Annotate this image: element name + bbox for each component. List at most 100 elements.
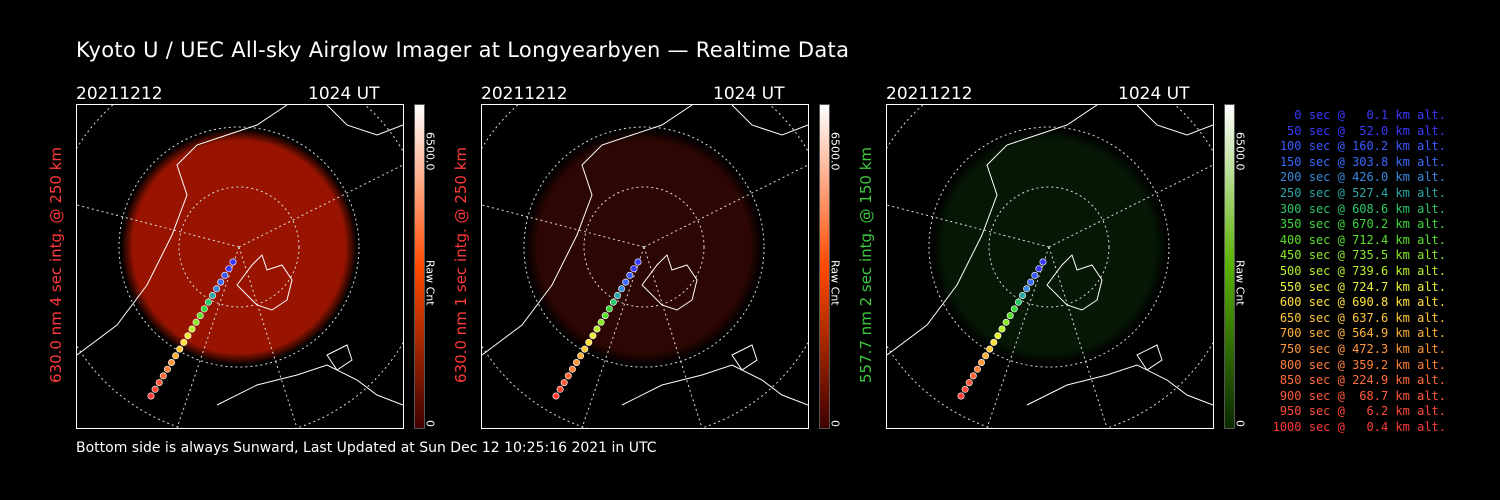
trajectory-point: [634, 258, 642, 266]
coastline: [326, 105, 403, 136]
coastline: [641, 254, 698, 311]
wavelength-label: 630.0 nm 4 sec intg. @ 250 km: [47, 146, 65, 384]
coastline: [1136, 105, 1213, 136]
colorbar-unit: Raw Cnt: [1233, 260, 1247, 306]
trajectory-point: [200, 305, 208, 313]
trajectory-point: [630, 265, 638, 273]
trajectory-point: [1039, 258, 1047, 266]
trajectory-point: [568, 365, 576, 373]
legend-row: 0 sec @ 0.1 km alt.: [1294, 108, 1446, 122]
trajectory-point: [564, 372, 572, 380]
panel-time: 1024 UT: [713, 84, 785, 104]
trajectory-point: [965, 379, 973, 387]
colorbar-max: 6500.0: [423, 132, 437, 171]
colorbar-min: 0: [423, 420, 437, 427]
trajectory-point: [1014, 298, 1022, 306]
panel-time: 1024 UT: [308, 84, 380, 104]
trajectory-point: [1010, 305, 1018, 313]
trajectory-point: [973, 365, 981, 373]
legend-row: 350 sec @ 670.2 km alt.: [1279, 217, 1446, 232]
legend-row: 450 sec @ 735.5 km alt.: [1279, 248, 1446, 263]
coastline: [482, 105, 693, 356]
trajectory-point: [994, 332, 1002, 340]
coastline: [621, 364, 808, 406]
longitude-line: [643, 246, 703, 428]
coastline: [236, 254, 293, 311]
colorbar-unit: Raw Cnt: [828, 260, 842, 306]
coastline: [731, 344, 758, 371]
trajectory-point: [597, 318, 605, 326]
trajectory-point: [1031, 271, 1039, 279]
trajectory-point: [184, 332, 192, 340]
coastline: [1136, 344, 1163, 371]
colorbar-min: 0: [1233, 420, 1247, 427]
trajectory-point: [1019, 292, 1027, 300]
trajectory-point: [1023, 285, 1031, 293]
trajectory-point: [957, 392, 965, 400]
longitude-line: [1048, 246, 1108, 428]
colorbar-max: 6500.0: [1233, 132, 1247, 171]
legend-row: 550 sec @ 724.7 km alt.: [1279, 279, 1446, 294]
latitude-circle: [583, 186, 705, 308]
trajectory-point: [552, 392, 560, 400]
trajectory-point: [188, 325, 196, 333]
legend-row: 700 sec @ 564.9 km alt.: [1279, 326, 1446, 341]
legend-row: 1000 sec @ 0.4 km alt.: [1272, 419, 1446, 434]
trajectory-point: [151, 385, 159, 393]
coastline: [216, 364, 403, 406]
trajectory-point: [593, 325, 601, 333]
trajectory-point: [221, 271, 229, 279]
panel-date: 20211212: [481, 84, 568, 104]
sky-image-frame: [481, 104, 809, 429]
longitude-line: [176, 246, 240, 428]
sky-map: [887, 105, 1213, 428]
legend-row: 750 sec @ 472.3 km alt.: [1279, 341, 1446, 356]
latitude-circle: [988, 186, 1110, 308]
trajectory-point: [618, 285, 626, 293]
sky-map: [77, 105, 403, 428]
trajectory-point: [159, 372, 167, 380]
coastline: [1026, 364, 1213, 406]
panel-date: 20211212: [886, 84, 973, 104]
trajectory-point: [172, 352, 180, 360]
trajectory-point: [163, 365, 171, 373]
trajectory-point: [556, 385, 564, 393]
sky-image-frame: [76, 104, 404, 429]
wavelength-label: 630.0 nm 1 sec intg. @ 250 km: [452, 146, 470, 384]
panel-3: 20211212 1024 UT 557.7 nm 2 sec intg. @ …: [857, 84, 1266, 430]
colorbar: [819, 104, 830, 429]
trajectory-point: [213, 285, 221, 293]
footer-note: Bottom side is always Sunward, Last Upda…: [76, 440, 657, 456]
legend-row: 50 sec @ 52.0 km alt.: [1287, 123, 1446, 138]
legend-row: 900 sec @ 68.7 km alt.: [1279, 388, 1446, 403]
wavelength-label: 557.7 nm 2 sec intg. @ 150 km: [857, 146, 875, 384]
longitude-line: [1048, 164, 1213, 248]
trajectory-point: [1035, 265, 1043, 273]
coastline: [887, 105, 1098, 356]
trajectory-point: [192, 318, 200, 326]
trajectory-point: [229, 258, 237, 266]
trajectory-point: [961, 385, 969, 393]
colorbar-max: 6500.0: [828, 132, 842, 171]
legend-row: 650 sec @ 637.6 km alt.: [1279, 310, 1446, 325]
trajectory-point: [573, 359, 581, 367]
longitude-line: [986, 246, 1050, 428]
trajectory-point: [217, 278, 225, 286]
sky-map: [482, 105, 808, 428]
trajectory-point: [622, 278, 630, 286]
panel-2: 20211212 1024 UT 630.0 nm 1 sec intg. @ …: [452, 84, 861, 430]
coastline: [1046, 254, 1103, 311]
latitude-circle: [118, 126, 360, 368]
trajectory-point: [1006, 312, 1014, 320]
trajectory-point: [626, 271, 634, 279]
trajectory-point: [990, 338, 998, 346]
legend-row: 400 sec @ 712.4 km alt.: [1279, 232, 1446, 247]
trajectory-point: [605, 305, 613, 313]
trajectory-point: [1027, 278, 1035, 286]
trajectory-point: [589, 332, 597, 340]
longitude-line: [238, 246, 298, 428]
longitude-line: [581, 246, 645, 428]
coastline: [77, 105, 288, 356]
trajectory-point: [581, 345, 589, 353]
trajectory-legend: 0 sec @ 0.1 km alt. 50 sec @ 52.0 km alt.…: [1250, 108, 1446, 435]
